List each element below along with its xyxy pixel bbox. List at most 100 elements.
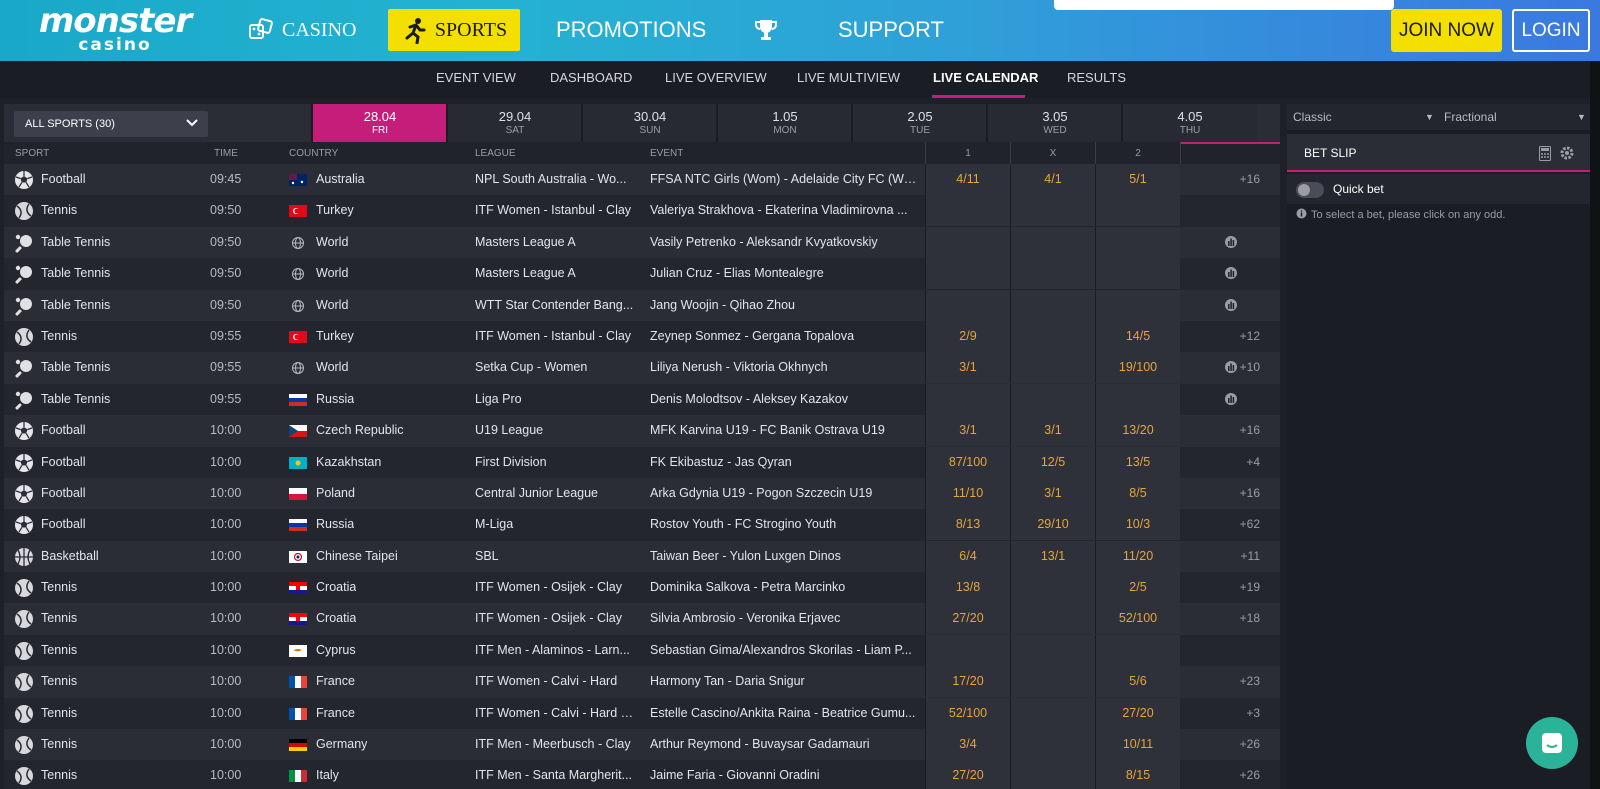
odd-x-button[interactable] — [1010, 383, 1095, 415]
row-league[interactable]: ITF Men - Alaminos - Larn... — [475, 642, 630, 657]
more-markets-link[interactable]: +26 — [1239, 737, 1260, 752]
more-markets-link[interactable]: +23 — [1239, 674, 1260, 689]
odd-2-button[interactable]: 5/6 — [1095, 666, 1180, 698]
odd-1-button[interactable]: 27/20 — [925, 603, 1010, 635]
page-scrollbar[interactable] — [1590, 61, 1600, 789]
monster-casino-logo[interactable]: monster casino — [38, 1, 192, 55]
odd-x-button[interactable] — [1010, 572, 1095, 604]
date-tab[interactable]: 30.04 SUN — [581, 104, 717, 142]
odd-1-button[interactable]: 11/10 — [925, 477, 1010, 509]
row-league[interactable]: ITF Men - Santa Margherit... — [475, 768, 632, 783]
sport-filter-select[interactable]: ALL SPORTS (30) — [14, 111, 208, 137]
row-league[interactable]: ITF Women - Istanbul - Clay — [475, 203, 632, 218]
tab-live-multiview[interactable]: LIVE MULTIVIEW — [797, 70, 901, 85]
row-league[interactable]: ITF Women - Osijek - Clay — [475, 611, 623, 626]
odd-x-button[interactable] — [1010, 697, 1095, 729]
odd-x-button[interactable] — [1010, 195, 1095, 227]
odd-2-button[interactable] — [1095, 634, 1180, 666]
odd-1-button[interactable]: 3/4 — [925, 729, 1010, 761]
odd-1-button[interactable] — [925, 195, 1010, 227]
odd-2-button[interactable] — [1095, 383, 1180, 415]
odd-2-button[interactable]: 14/5 — [1095, 320, 1180, 352]
odd-2-button[interactable] — [1095, 258, 1180, 290]
stats-icon[interactable] — [1224, 266, 1238, 280]
stats-icon[interactable] — [1224, 360, 1238, 374]
odd-x-button[interactable] — [1010, 320, 1095, 352]
nav-support[interactable]: SUPPORT — [838, 17, 944, 42]
odd-x-button[interactable] — [1010, 226, 1095, 258]
stats-icon[interactable] — [1224, 392, 1238, 406]
odd-x-button[interactable]: 29/10 — [1010, 509, 1095, 541]
table-row[interactable]: Football 10:00 Czech Republic U19 League MFK… — [4, 415, 1280, 447]
nav-casino[interactable]: CASINO — [248, 9, 356, 51]
date-tab[interactable]: 29.04 SAT — [446, 104, 582, 142]
odd-2-button[interactable]: 19/100 — [1095, 352, 1180, 384]
odd-x-button[interactable] — [1010, 760, 1095, 789]
tab-live-overview[interactable]: LIVE OVERVIEW — [665, 70, 767, 85]
tab-dashboard[interactable]: DASHBOARD — [550, 70, 633, 85]
more-markets-link[interactable]: +11 — [1240, 548, 1260, 563]
table-row[interactable]: Tennis 10:00 Germany ITF Men - Meerbusch - … — [4, 729, 1280, 761]
row-event[interactable]: Arka Gdynia U19 - Pogon Szczecin U19 — [650, 485, 873, 500]
row-event[interactable]: FFSA NTC Girls (Wom) - Adelaide City FC … — [650, 172, 918, 186]
more-markets-link[interactable]: +4 — [1246, 454, 1260, 469]
odd-1-button[interactable]: 3/1 — [925, 415, 1010, 447]
nav-promotions[interactable]: PROMOTIONS — [556, 17, 707, 42]
stats-icon[interactable] — [1224, 235, 1238, 249]
table-row[interactable]: Table Tennis 09:55 Russia Liga Pro Denis Mol… — [4, 383, 1280, 416]
odd-1-button[interactable] — [925, 226, 1010, 258]
table-row[interactable]: Basketball 10:00 Chinese Taipei SBL Taiwan B… — [4, 540, 1280, 573]
more-markets-link[interactable]: +16 — [1239, 485, 1260, 500]
table-row[interactable]: Football 10:00 Russia M-Liga Rostov Youth - … — [4, 509, 1280, 541]
table-row[interactable]: Tennis 09:50 Turkey ITF Women - Istanbul - … — [4, 195, 1280, 227]
row-league[interactable]: NPL South Australia - Wo... — [475, 172, 627, 186]
table-row[interactable]: Tennis 10:00 Croatia ITF Women - Osijek - C… — [4, 603, 1280, 635]
more-markets-link[interactable]: +19 — [1239, 580, 1260, 595]
row-league[interactable]: ITF Women - Istanbul - Clay — [475, 328, 632, 343]
table-row[interactable]: Tennis 10:00 France ITF Women - Calvi - Har… — [4, 697, 1280, 730]
stats-icon[interactable] — [1224, 298, 1238, 312]
row-event[interactable]: Valeriya Strakhova - Ekaterina Vladimiro… — [650, 203, 908, 218]
row-league[interactable]: Setka Cup - Women — [475, 360, 588, 375]
row-event[interactable]: Estelle Cascino/Ankita Raina - Beatrice … — [650, 705, 916, 720]
table-row[interactable]: Football 10:00 Poland Central Junior League… — [4, 477, 1280, 510]
date-tab[interactable]: 28.04 FRI — [311, 104, 447, 142]
odd-2-button[interactable] — [1095, 289, 1180, 321]
table-row[interactable]: Table Tennis 09:55 World Setka Cup - Women L… — [4, 352, 1280, 384]
table-row[interactable]: Table Tennis 09:50 World WTT Star Contender… — [4, 289, 1280, 321]
date-tab[interactable]: 1.05 MON — [716, 104, 852, 142]
odd-1-button[interactable]: 27/20 — [925, 760, 1010, 789]
gear-icon[interactable] — [1559, 145, 1575, 161]
row-league[interactable]: ITF Women - Calvi - Hard (... — [475, 705, 635, 720]
calculator-icon[interactable] — [1539, 146, 1551, 161]
tab-results[interactable]: RESULTS — [1067, 70, 1126, 85]
odd-2-button[interactable]: 13/20 — [1095, 415, 1180, 447]
tab-live-calendar[interactable]: LIVE CALENDAR — [933, 70, 1039, 85]
table-row[interactable]: Tennis 10:00 France ITF Women - Calvi - Har… — [4, 666, 1280, 698]
odd-1-button[interactable] — [925, 258, 1010, 290]
more-markets-link[interactable]: +26 — [1239, 768, 1260, 783]
quick-bet-toggle[interactable] — [1296, 182, 1324, 198]
row-league[interactable]: ITF Men - Meerbusch - Clay — [475, 737, 631, 752]
odd-x-button[interactable]: 13/1 — [1010, 540, 1095, 572]
join-now-button[interactable]: JOIN NOW — [1391, 9, 1502, 52]
more-markets-link[interactable]: +62 — [1239, 517, 1260, 532]
odds-format-select[interactable]: Fractional — [1444, 110, 1497, 124]
table-row[interactable]: Tennis 10:00 Croatia ITF Women - Osijek - C… — [4, 572, 1280, 604]
row-event[interactable]: Silvia Ambrosio - Veronika Erjavec — [650, 611, 841, 626]
odd-2-button[interactable]: 11/20 — [1095, 540, 1180, 572]
odd-1-button[interactable] — [925, 289, 1010, 321]
table-row[interactable]: Football 09:45 Australia NPL South Australi… — [4, 164, 1280, 196]
more-markets-link[interactable]: +16 — [1239, 172, 1260, 186]
odd-2-button[interactable]: 13/5 — [1095, 446, 1180, 478]
chat-button[interactable] — [1526, 717, 1578, 769]
odd-x-button[interactable]: 12/5 — [1010, 446, 1095, 478]
table-row[interactable]: Table Tennis 09:50 World Masters League A Ju… — [4, 258, 1280, 290]
row-event[interactable]: Jaime Faria - Giovanni Oradini — [650, 768, 820, 783]
row-event[interactable]: Harmony Tan - Daria Snigur — [650, 674, 805, 689]
date-tab[interactable]: 3.05 WED — [986, 104, 1122, 142]
trophy-icon[interactable] — [753, 9, 779, 51]
odd-2-button[interactable]: 8/15 — [1095, 760, 1180, 789]
more-markets-link[interactable]: +18 — [1239, 611, 1260, 626]
row-league[interactable]: Masters League A — [475, 234, 576, 249]
